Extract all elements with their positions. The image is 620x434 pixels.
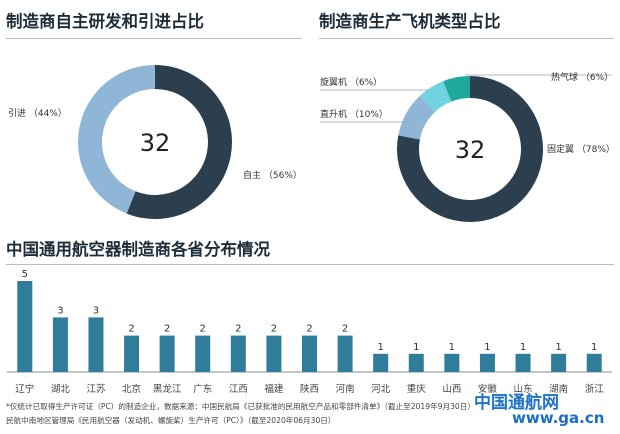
x-tick-label: 辽宁 (15, 383, 34, 395)
x-tick-label: 山东 (514, 383, 533, 395)
bar (195, 335, 211, 372)
x-tick-label: 河北 (371, 383, 391, 395)
bar (479, 353, 495, 372)
title-divider (319, 38, 614, 39)
x-tick-label: 浙江 (585, 383, 605, 395)
donut-slice (396, 76, 543, 223)
bar (551, 353, 567, 372)
bar-value-label: 1 (484, 342, 490, 353)
bar-value-label: 2 (306, 324, 312, 335)
x-tick-label: 北京 (122, 383, 141, 395)
bar (444, 353, 460, 372)
donut-slice (126, 65, 233, 219)
bar (159, 335, 175, 372)
bar (88, 317, 104, 372)
bar (302, 335, 317, 372)
x-tick-label: 黑龙江 (153, 383, 182, 395)
chart-title-province-distribution: 中国通用航空器制造商各省分布情况 (6, 240, 270, 259)
bar-value-label: 1 (591, 342, 597, 353)
slice-label: 旋翼机 （6%） (320, 76, 382, 88)
bar-chart-provinces: 5 辽宁 3 湖北 3 江苏 2 北京 2 黑龙江 2 广东 2 江西 2 福建 2 陕西 2 河南 1 河北 1 重庆 1 山西… (7, 269, 612, 395)
title-divider (6, 38, 302, 39)
footnote-line-2: 民航中南地区管理局《民用航空器（发动机、螺旋桨）生产许可（PC）》（截至2020… (6, 416, 336, 425)
slice-label: 自主 （56%） (243, 169, 302, 181)
bar-value-label: 1 (413, 342, 419, 353)
bar-value-label: 1 (555, 342, 561, 353)
x-tick-label: 江苏 (86, 383, 106, 395)
x-tick-label: 陕西 (300, 383, 319, 395)
bar (52, 317, 68, 372)
chart-title-aircraft-type: 制造商生产飞机类型占比 (319, 12, 501, 31)
donut-slice (78, 65, 155, 214)
bar (408, 353, 424, 372)
bar-value-label: 2 (200, 324, 206, 335)
bar-value-label: 2 (342, 324, 348, 335)
bar-value-label: 1 (449, 342, 455, 353)
bar (337, 335, 353, 372)
bar-value-label: 1 (520, 342, 526, 353)
bar-value-label: 3 (93, 305, 99, 316)
bar (373, 353, 389, 372)
x-tick-label: 重庆 (407, 383, 427, 395)
x-tick-label: 湖南 (549, 383, 568, 395)
bar-value-label: 2 (128, 324, 134, 335)
watermark-site-name: 中国通航网 (474, 393, 559, 413)
donut-slice (398, 95, 436, 140)
donut-slice (443, 76, 470, 102)
x-tick-label: 河南 (336, 383, 355, 395)
bar (586, 353, 602, 372)
x-tick-label: 安徽 (478, 383, 498, 395)
x-tick-label: 福建 (264, 383, 284, 395)
watermark-url: www.ga.cn (512, 409, 605, 427)
bar-value-label: 2 (271, 324, 277, 335)
bar (124, 335, 140, 372)
slice-label: 固定翼 （78%） (547, 143, 615, 155)
slice-label: 热气球 （6%） (551, 71, 613, 83)
slice-label: 直升机 （10%） (320, 108, 388, 120)
bar (515, 353, 531, 372)
bar-value-label: 3 (57, 305, 63, 316)
bar-value-label: 2 (164, 324, 170, 335)
bar (266, 335, 282, 372)
x-tick-label: 山西 (442, 384, 461, 395)
bar (17, 281, 33, 372)
donut-center-count: 32 (140, 129, 171, 157)
x-tick-label: 江西 (229, 384, 248, 395)
title-divider (6, 264, 614, 265)
slice-label: 引进 （44%） (8, 108, 67, 119)
bar-value-label: 1 (377, 342, 383, 353)
bar-value-label: 5 (22, 269, 28, 280)
donut-chart-aircraft-type: 固定翼 （78%） 直升机 （10%） 旋翼机 （6%） 热气球 （6%） 32 (320, 71, 615, 223)
chart-title-ownership: 制造商自主研发和引进占比 (6, 12, 204, 31)
x-tick-label: 广东 (193, 383, 212, 395)
bar (230, 335, 246, 372)
bar-value-label: 2 (235, 324, 241, 335)
x-tick-label: 湖北 (51, 384, 71, 395)
footnote-line-1: *仅统计已取得生产许可证（PC）的制造企业，数据来源：中国民航局《已获批准的民用… (6, 402, 475, 411)
donut-slice (420, 81, 452, 112)
donut-center-count: 32 (455, 136, 486, 164)
donut-chart-ownership: 自主 （56%） 引进 （44%） 32 (8, 65, 302, 219)
